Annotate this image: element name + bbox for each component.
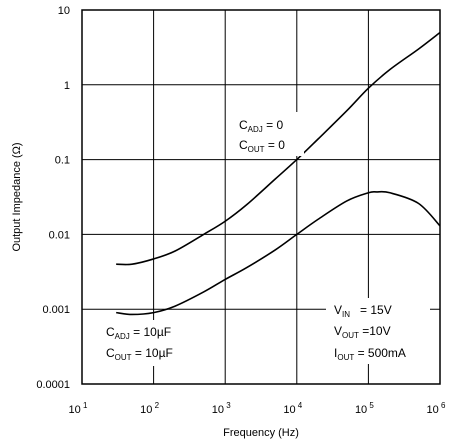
x-axis-label: Frequency (Hz) xyxy=(223,427,299,439)
y-tick-label: 0.001 xyxy=(42,304,70,316)
lower-annotation-bg xyxy=(100,320,200,366)
series-line-1 xyxy=(116,31,441,266)
x-tick-labels: 10 1 10 2 10 3 10 4 10 5 10 6 xyxy=(69,401,446,416)
x-tick-label: 10 2 xyxy=(140,401,159,416)
x-tick-label: 10 4 xyxy=(283,401,302,416)
series-line-2 xyxy=(116,190,441,316)
y-axis-label: Output Impedance (Ω) xyxy=(11,142,23,251)
y-tick-label: 0.01 xyxy=(49,229,70,241)
y-tick-label: 0.0001 xyxy=(36,379,70,391)
lower-annotation-line1: CADJ = 10µF xyxy=(106,325,171,341)
conditions-line2: VOUT =10V xyxy=(334,324,391,340)
x-tick-label: 10 5 xyxy=(355,401,374,416)
y-tick-labels: 10 1 0.1 0.01 0.001 0.0001 xyxy=(36,5,70,391)
upper-annotation-line2: COUT = 0 xyxy=(239,138,285,154)
conditions-line1: VIN = 15V xyxy=(334,303,392,319)
upper-annotation-line1: CADJ = 0 xyxy=(239,118,283,134)
lower-annotation-line2: COUT = 10µF xyxy=(106,346,173,362)
conditions-annotation-bg xyxy=(326,298,430,364)
x-tick-label: 10 3 xyxy=(212,401,231,416)
plot-frame xyxy=(81,9,441,385)
x-tick-label: 10 6 xyxy=(427,401,446,416)
upper-annotation-bg xyxy=(232,112,304,156)
y-tick-label: 1 xyxy=(64,80,70,92)
y-tick-label: 0.1 xyxy=(55,155,70,167)
y-tick-label: 10 xyxy=(58,5,70,17)
conditions-line3: IOUT = 500mA xyxy=(334,346,406,362)
curves xyxy=(116,31,441,316)
x-tick-label: 10 1 xyxy=(69,401,88,416)
